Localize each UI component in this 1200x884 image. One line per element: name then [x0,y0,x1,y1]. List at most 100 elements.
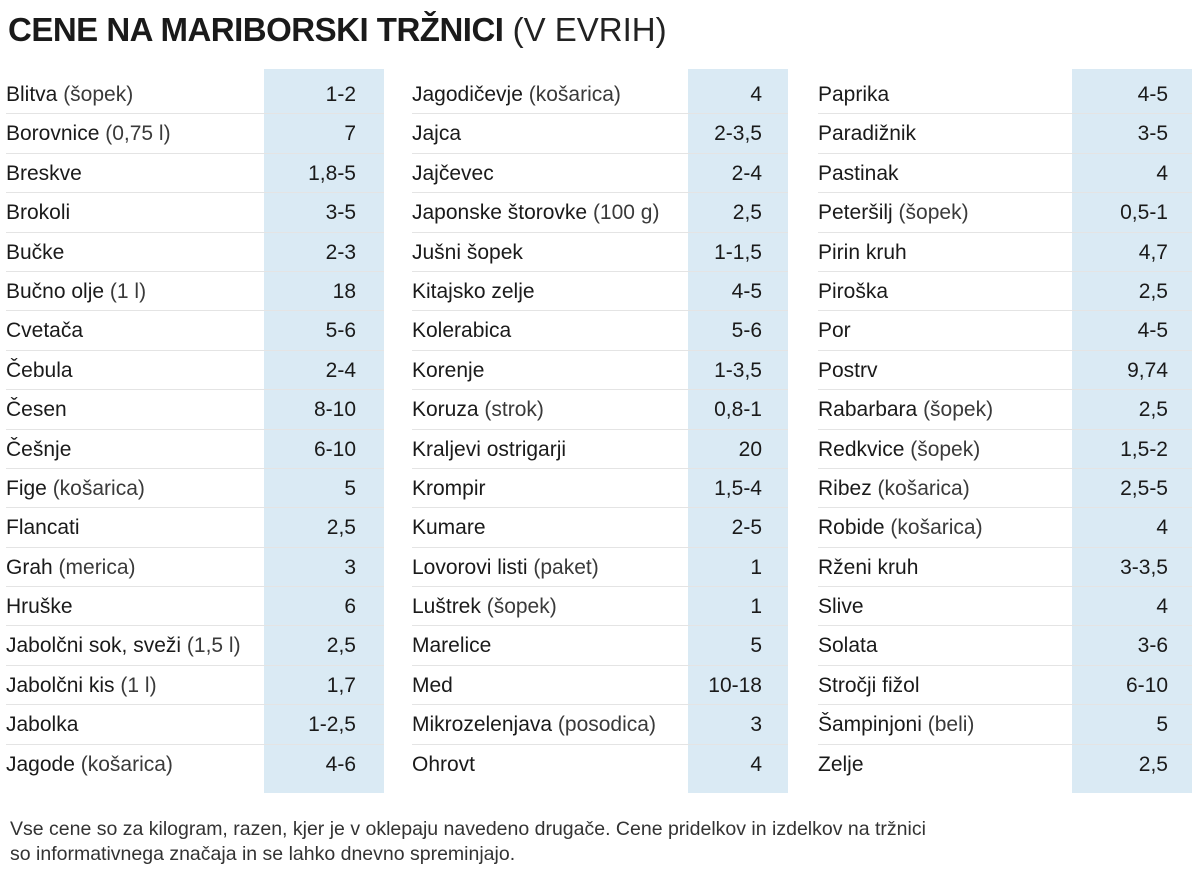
item-label: Robide [818,516,885,540]
item-label: Marelice [412,634,492,658]
item-label: Cvetača [6,319,84,343]
item-price: 6-10 [313,437,356,461]
table-row: Jagodičevje (košarica) 4 [412,75,788,115]
item-price: 4-5 [731,279,762,303]
table-row: Brokoli 3-5 [6,193,384,233]
item-name: Zelje [818,745,864,784]
item-name: Jajca [412,114,461,153]
item-label: Flancati [6,516,80,540]
item-name: Flancati [6,508,80,547]
item-name: Paprika [818,75,889,114]
item-label: Krompir [412,476,486,500]
item-label: Blitva [6,83,58,106]
item-unit: (košarica) [522,83,621,106]
item-price: 18 [332,279,356,303]
table-row: Koruza (strok) 0,8-1 [412,390,788,430]
table-row: Japonske štorovke (100 g) 2,5 [412,193,788,233]
table-row: Marelice 5 [412,626,788,666]
table-row: Ohrovt 4 [412,745,788,784]
table-row: Robide (košarica) 4 [818,508,1192,548]
item-label: Jabolčni kis [6,673,115,697]
item-label: Piroška [818,279,889,303]
item-price: 1 [750,595,762,619]
table-row: Luštrek (šopek) 1 [412,587,788,627]
table-row: Solata 3-6 [818,626,1192,666]
item-price: 2-3 [325,240,356,264]
table-row: Bučke 2-3 [6,233,384,272]
table-row: Fige (košarica) 5 [6,469,384,509]
table-row: Lovorovi listi (paket) 1 [412,548,788,588]
item-unit: (šopek) [892,201,969,225]
item-label: Japonske štorovke [412,201,588,225]
table-row: Ribez (košarica) 2,5-5 [818,469,1192,509]
page-title: CENE NA MARIBORSKI TRŽNICI (V EVRIH) [8,10,667,50]
table-row: Česen 8-10 [6,390,384,430]
item-price: 3-3,5 [1120,555,1168,579]
item-name: Pirin kruh [818,233,907,272]
item-name: Marelice [412,626,491,665]
item-price: 4 [1156,595,1168,619]
footnote-line-1: Vse cene so za kilogram, razen, kjer je … [10,818,926,840]
item-price: 4 [1156,516,1168,540]
item-name: Jagode (košarica) [6,745,173,784]
item-label: Borovnice [6,122,100,146]
item-price: 2,5 [1138,752,1168,776]
item-price: 6-10 [1125,673,1168,697]
table-row: Hruške 6 [6,587,384,627]
table-row: Paradižnik 3-5 [818,114,1192,154]
item-name: Borovnice (0,75 l) [6,114,171,153]
item-unit: (košarica) [884,516,983,540]
item-name: Redkvice (šopek) [818,430,980,469]
item-unit: (košarica) [871,476,970,500]
item-unit: (paket) [527,555,599,579]
item-unit: (posodica) [552,713,656,737]
table-row: Jagode (košarica) 4-6 [6,745,384,784]
item-price: 3-5 [325,201,356,225]
item-label: Paradižnik [818,122,917,146]
item-name: Korenje [412,351,484,390]
price-band [1072,69,1192,793]
item-label: Kitajsko zelje [412,279,535,303]
item-unit: (šopek) [480,595,557,619]
item-name: Robide (košarica) [818,508,983,547]
item-price: 2-4 [731,161,762,185]
item-price: 2,5 [732,201,762,225]
item-label: Med [412,673,453,697]
item-name: Solata [818,626,878,665]
item-name: Japonske štorovke (100 g) [412,193,659,232]
item-price: 2-4 [325,358,356,382]
table-row: Jabolka 1-2,5 [6,705,384,745]
table-row: Kitajsko zelje 4-5 [412,272,788,312]
item-unit: (šopek) [917,398,994,422]
item-unit: (100 g) [587,201,660,225]
item-label: Korenje [412,358,485,382]
item-price: 1-3,5 [714,358,762,382]
item-label: Luštrek [412,595,481,619]
item-price: 1,8-5 [308,161,356,185]
item-unit: (1,5 l) [181,634,241,658]
item-price: 4-5 [1137,83,1168,106]
item-label: Jajčevec [412,161,494,185]
table-row: Rženi kruh 3-3,5 [818,548,1192,588]
item-label: Jajca [412,122,462,146]
item-name: Čebula [6,351,73,390]
item-name: Česen [6,390,67,429]
table-row: Flancati 2,5 [6,508,384,548]
item-label: Jagodičevje [412,83,523,106]
item-price: 1,5-2 [1120,437,1168,461]
item-name: Fige (košarica) [6,469,145,508]
item-price: 5 [750,634,762,658]
item-price: 2-5 [731,516,762,540]
item-price: 4 [750,83,762,106]
table-row: Zelje 2,5 [818,745,1192,784]
item-price: 0,8-1 [714,398,762,422]
item-price: 4-6 [325,752,356,776]
item-name: Med [412,666,453,705]
item-name: Postrv [818,351,878,390]
price-band [264,69,384,793]
table-row: Jabolčni sok, sveži (1,5 l) 2,5 [6,626,384,666]
item-name: Peteršilj (šopek) [818,193,969,232]
item-name: Koruza (strok) [412,390,544,429]
table-row: Krompir 1,5-4 [412,469,788,509]
item-name: Jabolčni sok, sveži (1,5 l) [6,626,241,665]
